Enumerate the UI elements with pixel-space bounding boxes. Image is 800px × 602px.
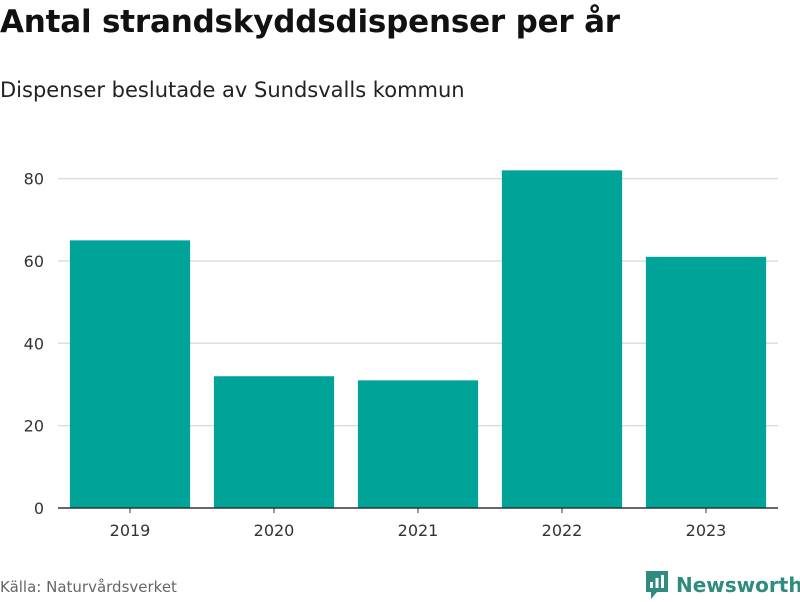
x-tick-label: 2020 <box>254 521 295 540</box>
x-tick-label: 2021 <box>398 521 439 540</box>
x-tick-label: 2023 <box>686 521 727 540</box>
source-note: Källa: Naturvårdsverket <box>0 578 177 596</box>
bar <box>213 376 335 508</box>
axes: 0 20 40 60 80 2019 2020 2021 2022 2023 <box>24 170 778 540</box>
brand-logo: Newsworthy <box>644 568 800 602</box>
bars <box>69 170 767 508</box>
y-tick-label: 60 <box>24 252 44 271</box>
brand-name: Newsworthy <box>676 573 800 597</box>
y-tick-label: 80 <box>24 170 44 189</box>
bar-chart: 0 20 40 60 80 2019 2020 2021 2022 2023 <box>24 170 778 540</box>
bar <box>357 380 479 508</box>
x-tick-label: 2019 <box>110 521 151 540</box>
x-tick-label: 2022 <box>542 521 583 540</box>
chart-subtitle: Dispenser beslutade av Sundsvalls kommun <box>0 78 465 102</box>
y-tick-label: 0 <box>34 499 44 518</box>
bar <box>69 240 191 508</box>
bar <box>501 170 623 508</box>
y-tick-label: 20 <box>24 417 44 436</box>
newsworthy-logo-icon <box>646 571 668 599</box>
bar <box>645 256 767 508</box>
chart-title: Antal strandskyddsdispenser per år <box>0 4 620 40</box>
y-tick-label: 40 <box>24 334 44 353</box>
